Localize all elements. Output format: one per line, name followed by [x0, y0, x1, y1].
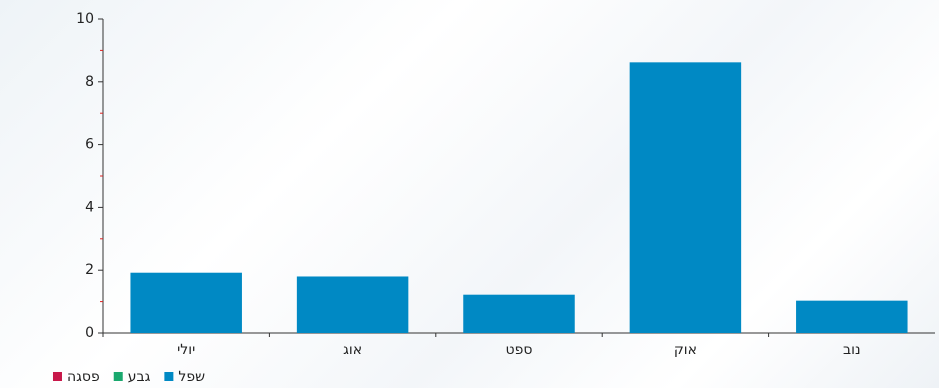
y-tick-label: 2: [85, 262, 94, 278]
y-tick-label: 8: [85, 74, 94, 90]
legend-label: שפל: [178, 369, 205, 385]
legend-swatch: [164, 372, 174, 381]
x-tick-label: נוב: [843, 342, 861, 358]
legend-swatch: [52, 372, 62, 381]
y-tick-label: 0: [85, 325, 94, 341]
legend-label: פסגה: [67, 369, 100, 385]
bar: [629, 62, 742, 333]
x-tick-label: יולי: [177, 342, 195, 358]
legend-label: גבע: [128, 369, 151, 385]
bar: [130, 272, 242, 333]
bar: [796, 300, 908, 333]
bar: [296, 276, 409, 333]
legend-swatch: [113, 372, 123, 381]
x-tick-label: ספט: [506, 342, 533, 358]
bar: [463, 294, 575, 333]
y-tick-label: 4: [85, 199, 94, 215]
x-tick-label: אוג: [343, 342, 362, 358]
y-tick-label: 6: [85, 137, 94, 153]
x-tick-label: אוק: [674, 342, 697, 358]
y-tick-label: 10: [76, 11, 94, 27]
